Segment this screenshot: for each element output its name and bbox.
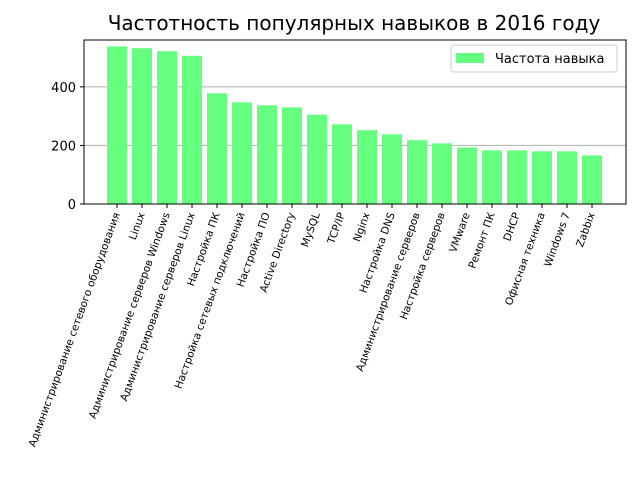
bar <box>107 46 127 204</box>
y-tick-label: 0 <box>68 198 76 213</box>
bar <box>157 51 177 204</box>
legend-label: Частота навыка <box>495 52 604 67</box>
chart-title: Частотность популярных навыков в 2016 го… <box>108 11 601 35</box>
y-tick-label: 400 <box>51 81 76 96</box>
legend-swatch <box>456 53 484 63</box>
bar <box>482 150 502 204</box>
bar <box>307 114 327 204</box>
bar <box>282 107 302 204</box>
plot-frame <box>83 39 627 205</box>
bar <box>182 55 202 204</box>
bar <box>232 102 252 204</box>
legend-box <box>450 44 618 73</box>
bar <box>207 93 227 204</box>
bar <box>382 134 402 204</box>
bar <box>432 143 452 204</box>
bar <box>557 151 577 204</box>
bar <box>532 151 552 204</box>
legend: Частота навыка <box>450 44 618 73</box>
bar <box>357 130 377 204</box>
bar <box>132 48 152 205</box>
bar <box>457 147 477 204</box>
bars <box>107 46 602 205</box>
y-axis: 0 200 400 <box>51 81 84 213</box>
y-tick-label: 200 <box>51 139 76 154</box>
bar <box>582 155 602 204</box>
bar <box>507 150 527 204</box>
bar <box>332 124 352 204</box>
bar <box>407 140 427 204</box>
bar <box>257 105 277 204</box>
